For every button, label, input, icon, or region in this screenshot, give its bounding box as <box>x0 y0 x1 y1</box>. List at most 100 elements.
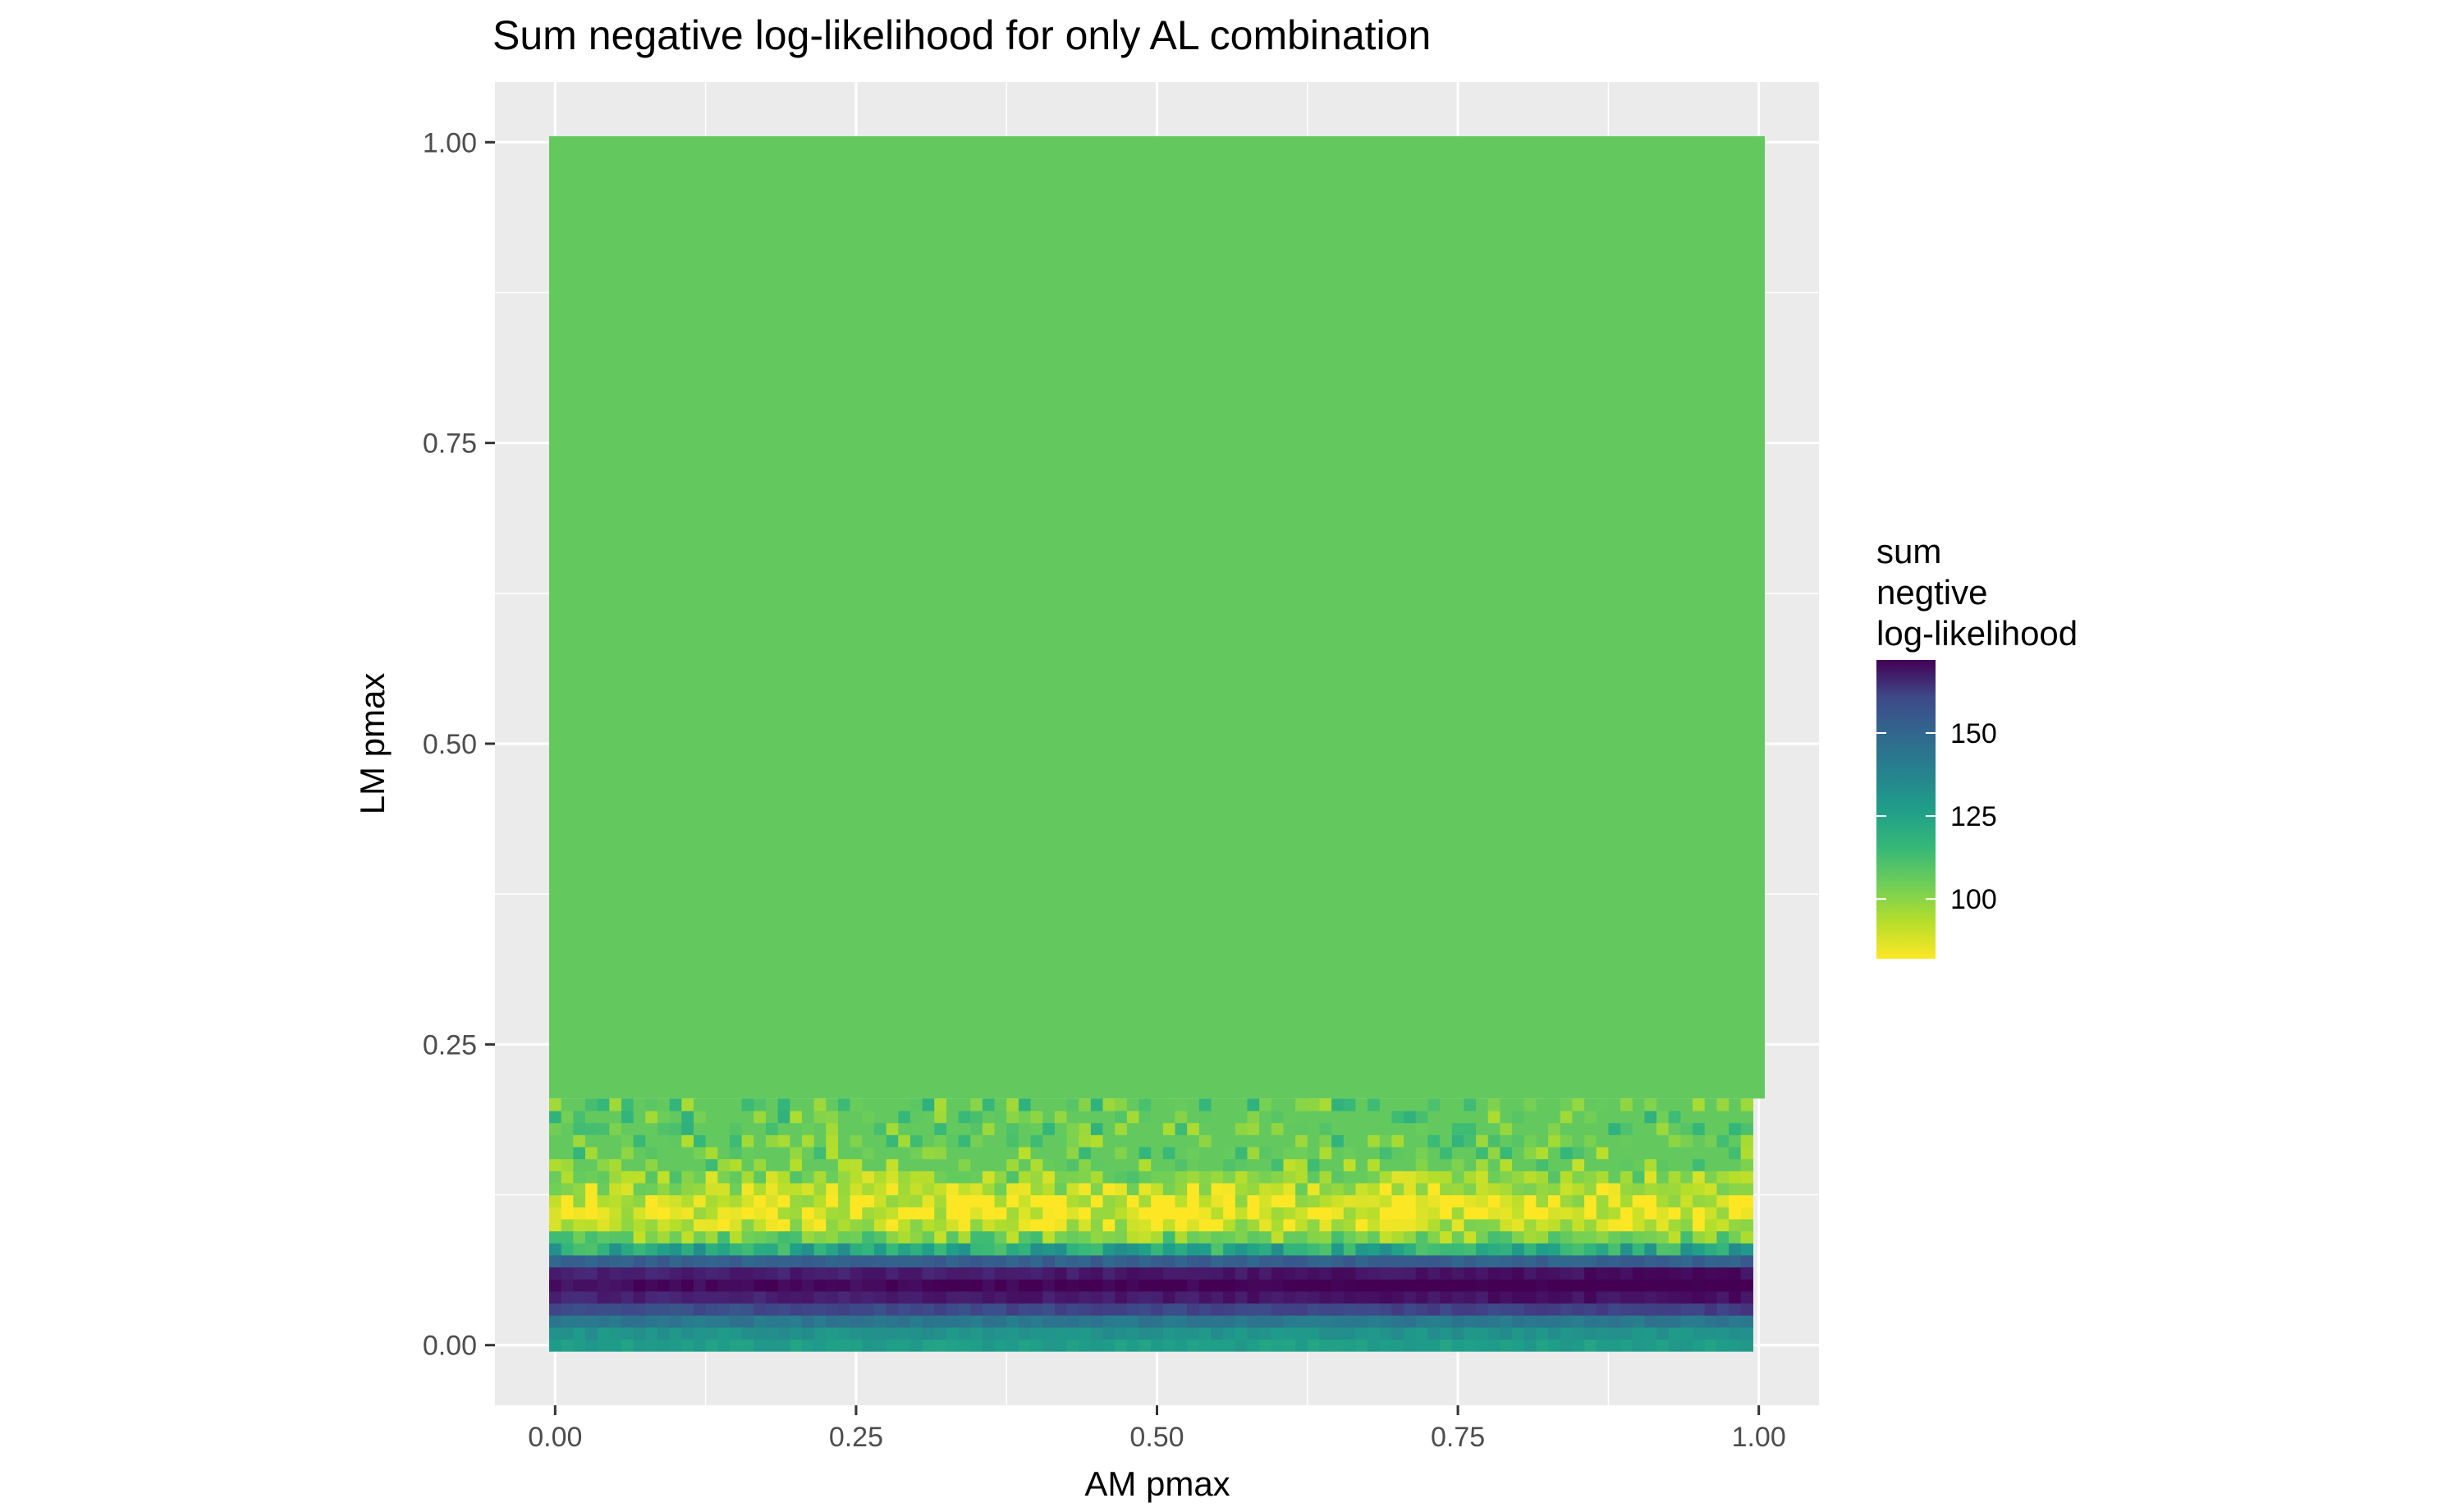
heatmap-cell <box>909 1254 923 1268</box>
heatmap-cell <box>1656 1182 1670 1196</box>
heatmap-cell <box>693 1158 707 1171</box>
heatmap-cell <box>777 1339 790 1352</box>
heatmap-cell <box>693 1134 707 1148</box>
heatmap-cell <box>1644 1194 1657 1207</box>
heatmap-cell <box>693 1267 707 1280</box>
heatmap-cell <box>1596 1339 1609 1352</box>
heatmap-cell <box>693 1315 707 1328</box>
heatmap-cell <box>898 1122 911 1135</box>
heatmap-cell <box>621 1339 635 1352</box>
heatmap-cell <box>1391 1218 1404 1232</box>
heatmap-cell <box>548 1326 562 1340</box>
heatmap-cell <box>1440 1122 1453 1135</box>
heatmap-cell <box>1030 1290 1043 1304</box>
heatmap-cell <box>1247 1279 1260 1292</box>
heatmap-cell <box>669 1134 682 1148</box>
heatmap-cell <box>1139 1207 1152 1220</box>
heatmap-cell <box>958 1315 971 1328</box>
heatmap-cell <box>850 1326 863 1340</box>
heatmap-cell <box>1523 1339 1537 1352</box>
heatmap-cell <box>813 1171 827 1184</box>
heatmap-cell <box>1368 1158 1381 1171</box>
heatmap-cell <box>1596 1267 1609 1280</box>
heatmap-cell <box>862 1110 875 1124</box>
heatmap-cell <box>982 1122 996 1135</box>
heatmap-cell <box>934 1339 947 1352</box>
heatmap-cell <box>573 1326 586 1340</box>
heatmap-cell <box>1090 1098 1104 1111</box>
heatmap-cell <box>1259 1158 1272 1171</box>
heatmap-cell <box>1211 1218 1224 1232</box>
heatmap-cell <box>597 1303 610 1316</box>
heatmap-cell <box>717 1267 731 1280</box>
heatmap-cell <box>1211 1194 1224 1207</box>
heatmap-cell <box>548 1171 562 1184</box>
heatmap-cell <box>1271 1134 1285 1148</box>
heatmap-cell <box>1187 1315 1200 1328</box>
heatmap-cell <box>1500 1290 1513 1304</box>
heatmap-cell <box>1102 1290 1116 1304</box>
heatmap-cell <box>1716 1303 1730 1316</box>
heatmap-cell <box>1235 1326 1248 1340</box>
heatmap-cell <box>1560 1339 1573 1352</box>
heatmap-cell <box>1139 1303 1152 1316</box>
heatmap-cell <box>1740 1267 1753 1280</box>
heatmap-cell <box>862 1254 875 1268</box>
heatmap-cell <box>1319 1279 1332 1292</box>
heatmap-cell <box>1198 1279 1212 1292</box>
heatmap-cell <box>1151 1254 1164 1268</box>
heatmap-cell <box>1271 1243 1285 1256</box>
heatmap-cell <box>584 1267 598 1280</box>
heatmap-cell <box>1464 1243 1477 1256</box>
heatmap-cell <box>886 1243 899 1256</box>
heatmap-cell <box>669 1279 682 1292</box>
heatmap-cell <box>922 1230 935 1244</box>
heatmap-cell <box>946 1182 960 1196</box>
heatmap-cell <box>1716 1267 1730 1280</box>
heatmap-cell <box>1211 1158 1224 1171</box>
heatmap-cell <box>1126 1207 1140 1220</box>
heatmap-cell <box>1042 1267 1056 1280</box>
heatmap-cell <box>1464 1267 1477 1280</box>
heatmap-cell <box>1693 1218 1706 1232</box>
heatmap-cell <box>1247 1267 1260 1280</box>
heatmap-cell <box>982 1171 996 1184</box>
heatmap-cell <box>862 1290 875 1304</box>
heatmap-cell <box>1404 1110 1417 1124</box>
heatmap-cell <box>1079 1243 1092 1256</box>
heatmap-cell <box>681 1182 694 1196</box>
heatmap-cell <box>1079 1207 1092 1220</box>
heatmap-cell <box>609 1243 622 1256</box>
heatmap-cell <box>597 1122 610 1135</box>
heatmap-cell <box>1343 1171 1357 1184</box>
heatmap-cell <box>873 1279 887 1292</box>
heatmap-cell <box>1608 1134 1621 1148</box>
heatmap-cell <box>1126 1110 1140 1124</box>
heatmap-cell <box>669 1098 682 1111</box>
heatmap-cell <box>1259 1254 1272 1268</box>
heatmap-cell <box>1259 1279 1272 1292</box>
heatmap-cell <box>729 1122 743 1135</box>
heatmap-cell <box>1331 1326 1345 1340</box>
heatmap-cell <box>633 1254 646 1268</box>
heatmap-cell <box>1427 1182 1441 1196</box>
heatmap-cell <box>597 1315 610 1328</box>
heatmap-cell <box>946 1146 960 1160</box>
heatmap-cell <box>1126 1194 1140 1207</box>
heatmap-cell <box>1704 1218 1717 1232</box>
heatmap-cell <box>1018 1182 1032 1196</box>
heatmap-cell <box>1512 1158 1525 1171</box>
heatmap-cell <box>693 1230 707 1244</box>
heatmap-cell <box>645 1339 658 1352</box>
heatmap-cell <box>1175 1290 1188 1304</box>
heatmap-cell <box>970 1158 983 1171</box>
heatmap-cell <box>645 1182 658 1196</box>
heatmap-cell <box>1198 1134 1212 1148</box>
heatmap-cell <box>1632 1182 1645 1196</box>
heatmap-cell <box>1608 1290 1621 1304</box>
heatmap-cell <box>1512 1267 1525 1280</box>
heatmap-cell <box>1079 1146 1092 1160</box>
heatmap-cell <box>1572 1158 1585 1171</box>
heatmap-cell <box>970 1122 983 1135</box>
heatmap-cell <box>1415 1134 1429 1148</box>
